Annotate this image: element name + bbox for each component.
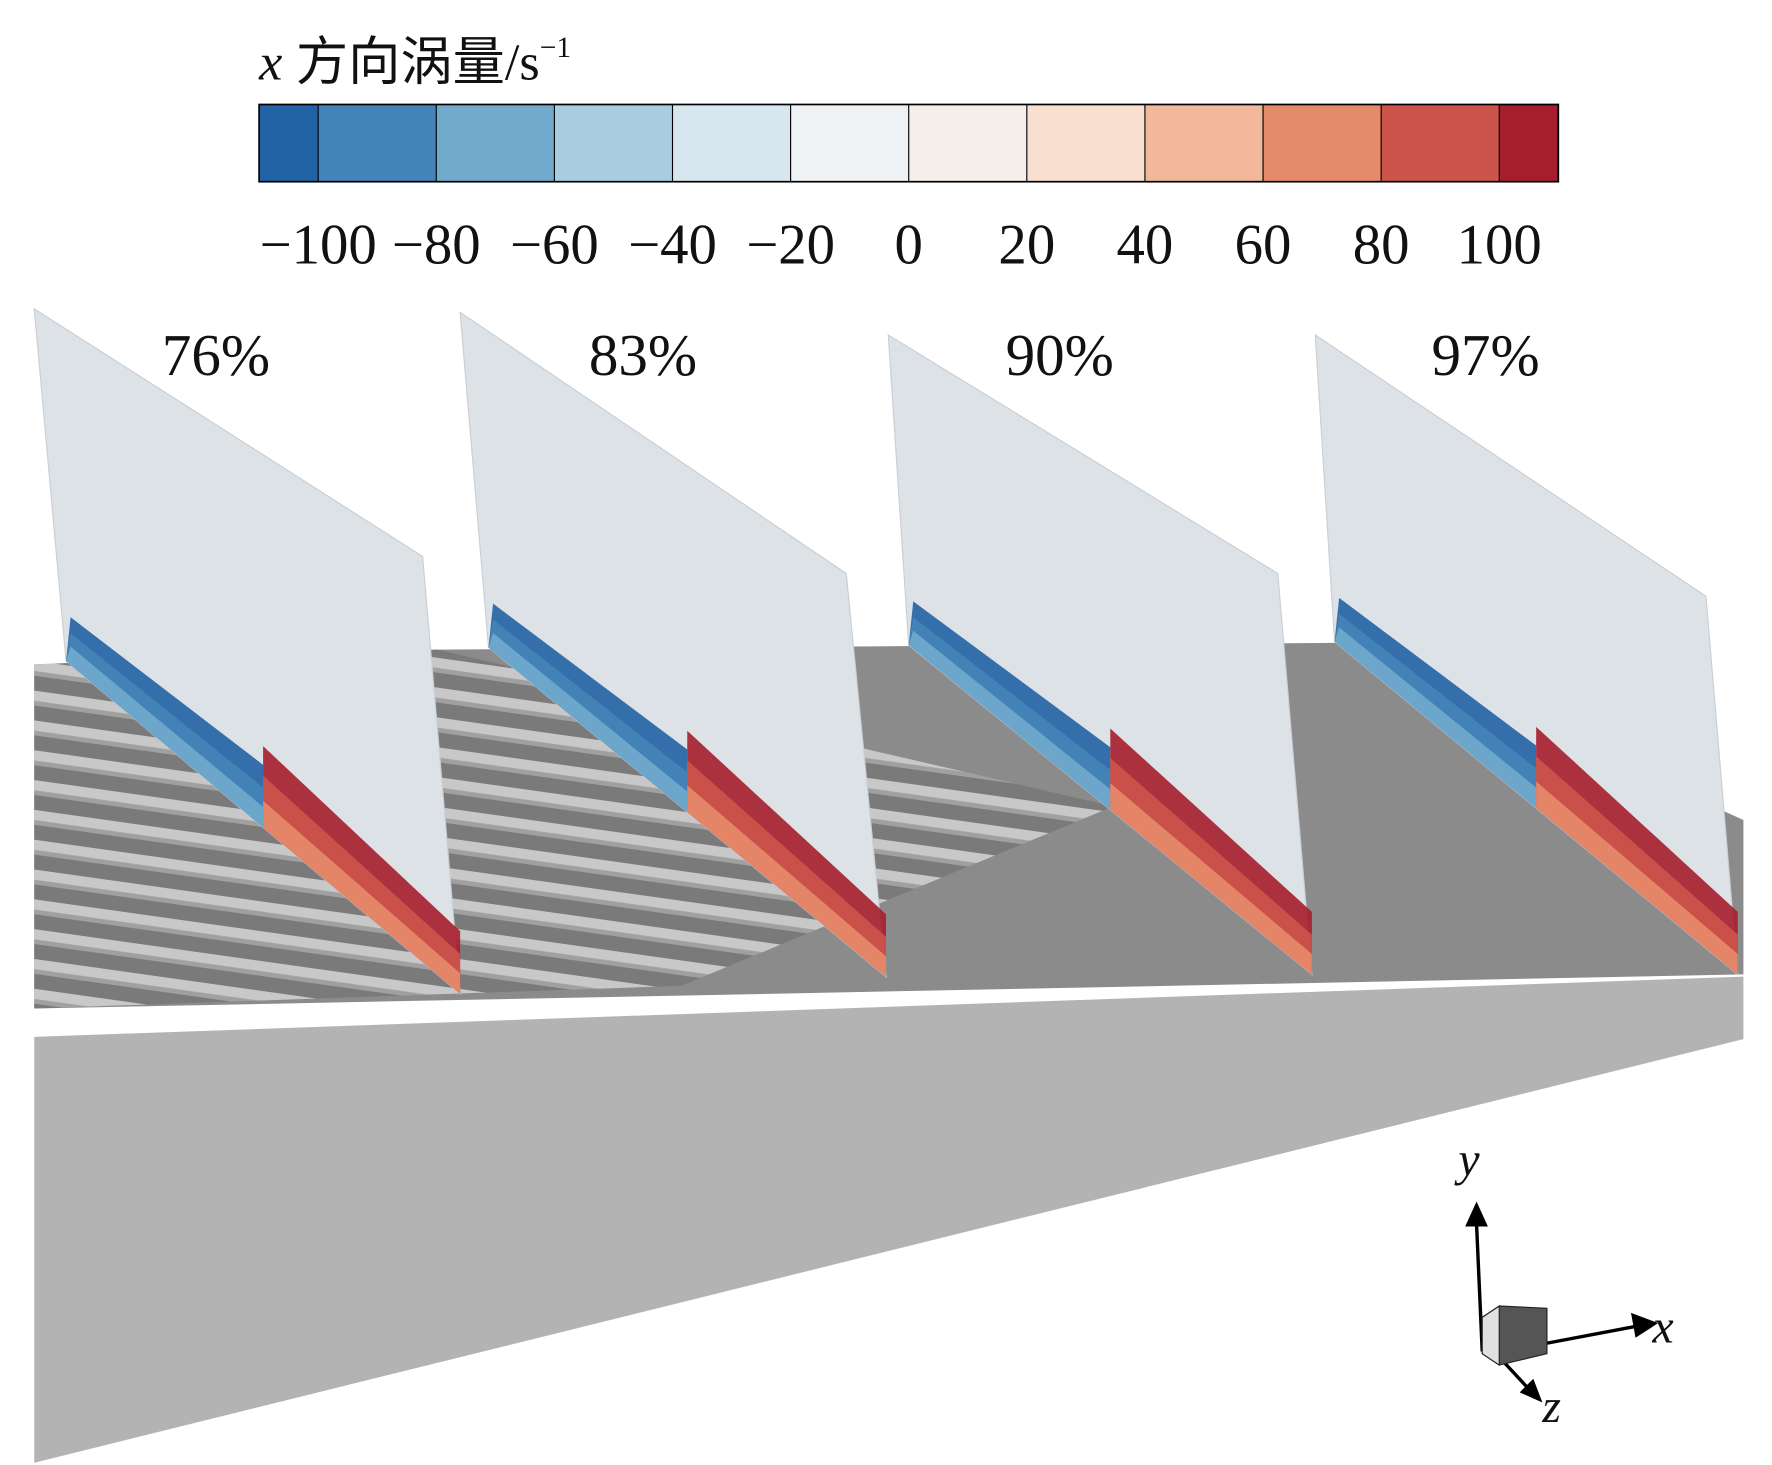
colorbar-frame <box>258 103 1560 183</box>
tick-label: 40 <box>1117 213 1174 276</box>
exponent: −1 <box>540 32 571 64</box>
planes: 76% 83% 90% 97% <box>33 307 1739 996</box>
vortex-band-positive <box>687 785 886 977</box>
tick-label: 20 <box>998 213 1055 276</box>
color-bin <box>1499 104 1559 182</box>
tick-label: −100 <box>260 213 377 276</box>
axis-triad <box>1465 1201 1659 1403</box>
vortex-band-positive <box>263 800 461 994</box>
color-bin <box>1144 104 1264 182</box>
variable: x <box>258 33 282 91</box>
axis-label-x: x <box>1652 1301 1674 1353</box>
tick-label: −20 <box>746 213 835 276</box>
vortex-band-positive <box>1110 783 1312 975</box>
plane-label: 90% <box>1006 322 1114 388</box>
tick-label: −40 <box>628 213 717 276</box>
color-bin <box>1263 104 1382 182</box>
axis-label-z: z <box>1541 1381 1561 1433</box>
title-text: 方向涡量/s <box>296 33 540 91</box>
scene <box>34 642 1744 1463</box>
tick-label: 100 <box>1457 213 1542 276</box>
color-bin <box>908 104 1027 182</box>
plane-label: 97% <box>1432 322 1540 388</box>
colorbar-title: x 方向涡量/s−1 <box>258 32 571 92</box>
color-bin <box>436 104 555 182</box>
lower-plate <box>34 976 1744 1463</box>
vortex-band-negative <box>488 633 688 812</box>
color-bin <box>790 104 909 182</box>
color-bin <box>259 104 319 182</box>
plane-label: 83% <box>589 322 697 388</box>
color-bin <box>554 104 673 182</box>
vortex-band-negative <box>66 646 264 828</box>
colorbar: −100 −80 −60 −40 −20 0 20 40 60 80 100 <box>258 103 1560 276</box>
color-bin <box>672 104 791 182</box>
plane-label: 76% <box>162 322 270 388</box>
tick-label: −60 <box>510 213 599 276</box>
tick-label: −80 <box>392 213 481 276</box>
color-bin <box>318 104 437 182</box>
color-bin <box>1026 104 1145 182</box>
vortex-band-negative <box>908 630 1111 810</box>
color-bin <box>1381 104 1500 182</box>
axis-label-y: y <box>1454 1134 1480 1186</box>
tick-label: 80 <box>1353 213 1410 276</box>
tick-label: 0 <box>895 213 923 276</box>
tick-label: 60 <box>1235 213 1292 276</box>
vortex-band-positive <box>1536 781 1738 975</box>
vortex-band-negative <box>1334 627 1537 809</box>
